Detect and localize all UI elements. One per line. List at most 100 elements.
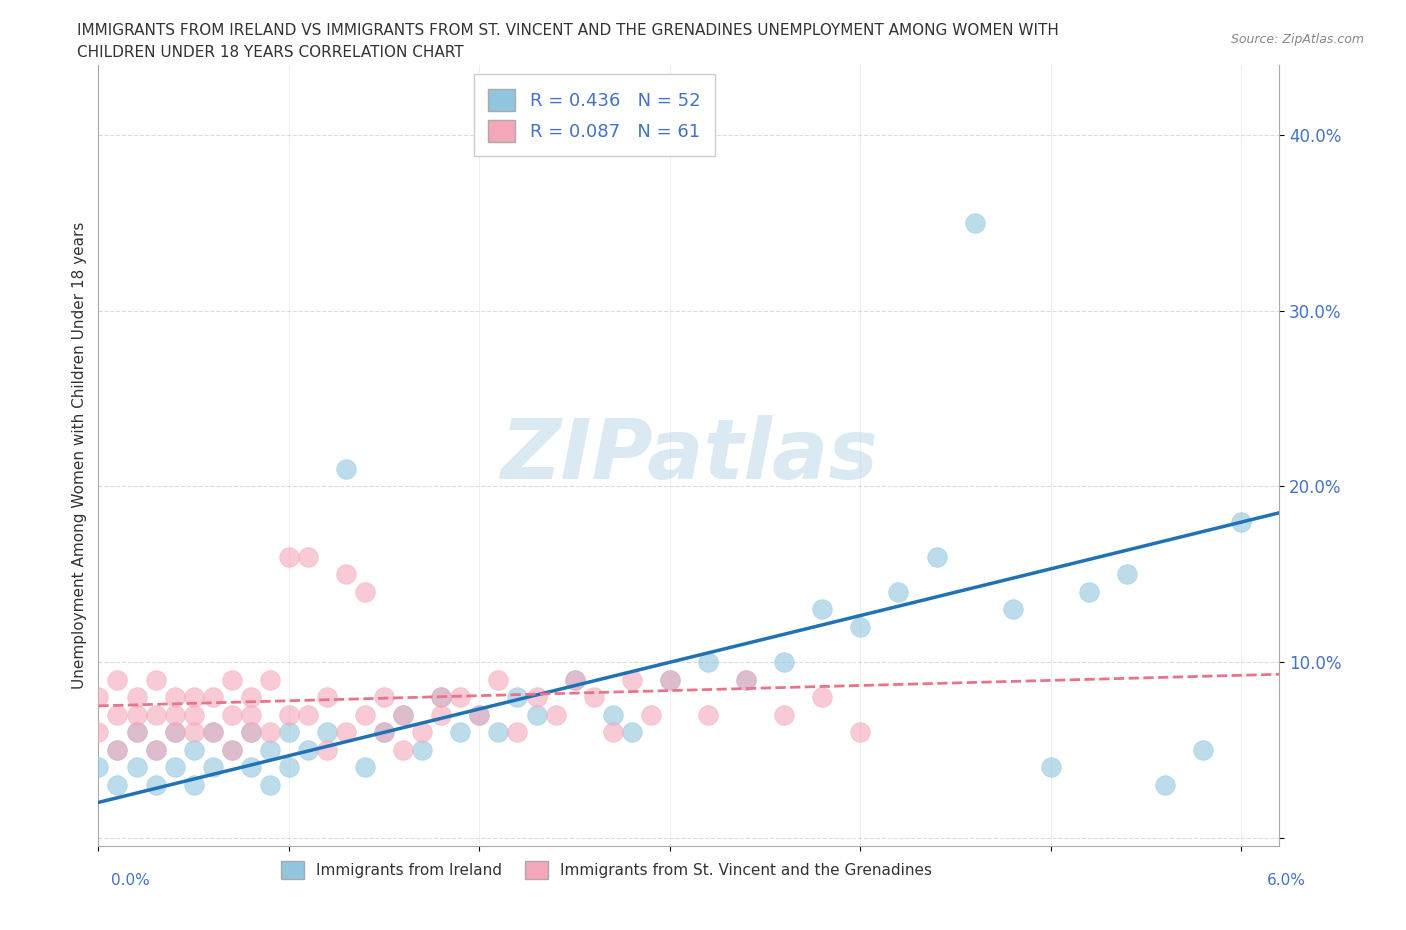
Point <box>887 584 910 599</box>
Point <box>316 724 339 739</box>
Point <box>183 707 205 722</box>
Point <box>277 724 299 739</box>
Point <box>506 724 529 739</box>
Point <box>163 724 186 739</box>
Point <box>183 742 205 757</box>
Point <box>259 672 281 687</box>
Text: IMMIGRANTS FROM IRELAND VS IMMIGRANTS FROM ST. VINCENT AND THE GRENADINES UNEMPL: IMMIGRANTS FROM IRELAND VS IMMIGRANTS FR… <box>77 23 1059 38</box>
Point <box>468 707 491 722</box>
Point <box>468 707 491 722</box>
Point <box>221 707 243 722</box>
Point <box>849 724 872 739</box>
Legend: Immigrants from Ireland, Immigrants from St. Vincent and the Grenadines: Immigrants from Ireland, Immigrants from… <box>274 855 938 885</box>
Point <box>373 724 395 739</box>
Point <box>526 707 548 722</box>
Point <box>811 690 834 705</box>
Point <box>316 690 339 705</box>
Point <box>697 707 720 722</box>
Point <box>87 724 110 739</box>
Point <box>373 690 395 705</box>
Point <box>564 672 586 687</box>
Point <box>163 690 186 705</box>
Point <box>183 690 205 705</box>
Point <box>354 584 377 599</box>
Point <box>430 690 453 705</box>
Point <box>392 742 415 757</box>
Point <box>526 690 548 705</box>
Point <box>239 690 262 705</box>
Point <box>392 707 415 722</box>
Point <box>316 742 339 757</box>
Point <box>430 707 453 722</box>
Point <box>145 742 167 757</box>
Point <box>620 724 643 739</box>
Point <box>259 724 281 739</box>
Point <box>87 760 110 775</box>
Text: 6.0%: 6.0% <box>1267 873 1306 888</box>
Point <box>145 742 167 757</box>
Point <box>335 724 357 739</box>
Point <box>297 742 319 757</box>
Point <box>201 760 224 775</box>
Point <box>1001 602 1024 617</box>
Point <box>145 777 167 792</box>
Point <box>602 707 624 722</box>
Point <box>773 707 796 722</box>
Point <box>259 777 281 792</box>
Point <box>125 690 148 705</box>
Y-axis label: Unemployment Among Women with Children Under 18 years: Unemployment Among Women with Children U… <box>72 222 87 689</box>
Point <box>107 707 129 722</box>
Point <box>277 760 299 775</box>
Point <box>1154 777 1177 792</box>
Point <box>183 724 205 739</box>
Point <box>107 742 129 757</box>
Point <box>773 655 796 670</box>
Point <box>125 760 148 775</box>
Point <box>1230 514 1253 529</box>
Point <box>221 742 243 757</box>
Point <box>697 655 720 670</box>
Point <box>392 707 415 722</box>
Point <box>354 760 377 775</box>
Text: ZIPatlas: ZIPatlas <box>501 415 877 497</box>
Point <box>354 707 377 722</box>
Point <box>963 216 986 231</box>
Point <box>145 672 167 687</box>
Point <box>488 672 510 687</box>
Point <box>239 760 262 775</box>
Point <box>183 777 205 792</box>
Point <box>125 707 148 722</box>
Point <box>277 707 299 722</box>
Point <box>145 707 167 722</box>
Point <box>544 707 567 722</box>
Point <box>564 672 586 687</box>
Point <box>449 690 471 705</box>
Point <box>582 690 605 705</box>
Point <box>107 777 129 792</box>
Point <box>849 619 872 634</box>
Point <box>239 724 262 739</box>
Point <box>1078 584 1101 599</box>
Text: 0.0%: 0.0% <box>111 873 150 888</box>
Point <box>658 672 681 687</box>
Point <box>488 724 510 739</box>
Point <box>430 690 453 705</box>
Text: CHILDREN UNDER 18 YEARS CORRELATION CHART: CHILDREN UNDER 18 YEARS CORRELATION CHAR… <box>77 45 464 60</box>
Point <box>259 742 281 757</box>
Point <box>925 550 948 565</box>
Point <box>658 672 681 687</box>
Point <box>411 742 433 757</box>
Point <box>735 672 758 687</box>
Point <box>335 461 357 476</box>
Point <box>620 672 643 687</box>
Point <box>335 566 357 581</box>
Text: Source: ZipAtlas.com: Source: ZipAtlas.com <box>1230 33 1364 46</box>
Point <box>163 724 186 739</box>
Point <box>449 724 471 739</box>
Point <box>107 742 129 757</box>
Point <box>201 724 224 739</box>
Point <box>297 550 319 565</box>
Point <box>125 724 148 739</box>
Point <box>163 760 186 775</box>
Point <box>1192 742 1215 757</box>
